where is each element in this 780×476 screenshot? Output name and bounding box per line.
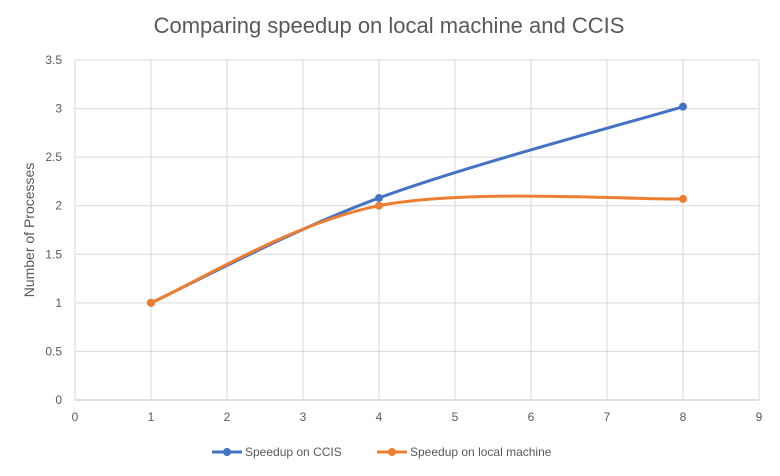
x-tick-label: 6 [528,410,535,424]
data-point [147,298,155,307]
y-tick-label: 2.5 [45,150,62,164]
x-tick-label: 8 [680,410,687,424]
series-ccis [147,102,687,307]
legend: Speedup on CCIS Speedup on local machine [212,445,552,459]
data-point [375,201,383,210]
legend-label: Speedup on CCIS [245,445,342,459]
y-tick-label: 0.5 [45,344,62,358]
x-tick-label: 0 [72,410,79,424]
x-tick-label: 4 [376,410,383,424]
gridlines [74,59,760,401]
series-line [149,105,685,305]
y-tick-label: 0 [55,393,62,407]
x-tick-label: 5 [452,410,459,424]
legend-item: Speedup on CCIS [212,445,342,459]
legend-swatch-marker [388,448,396,456]
x-tick-label: 2 [224,410,231,424]
chart-title: Comparing speedup on local machine and C… [154,13,625,38]
y-tick-label: 3.5 [45,53,62,67]
x-tick-label: 1 [148,410,155,424]
y-tick-label: 1 [55,296,62,310]
y-tick-label: 3 [55,102,62,116]
legend-label: Speedup on local machine [410,445,552,459]
legend-swatch-marker [223,448,231,456]
series-line [149,194,685,305]
tick-labels: 0 0.5 1 1.5 2 2.5 3 3.5 0 1 2 3 4 5 6 7 8 9 [45,53,762,424]
series-local-machine [147,194,687,307]
series-layer [147,102,687,307]
data-point [375,193,383,202]
data-point [679,194,687,203]
y-tick-label: 2 [55,199,62,213]
x-tick-label: 9 [756,410,763,424]
x-tick-label: 3 [300,410,307,424]
x-tick-label: 7 [604,410,611,424]
y-tick-label: 1.5 [45,247,62,261]
legend-item: Speedup on local machine [377,445,552,459]
data-point [679,102,687,111]
y-axis-title: Number of Processes [21,163,37,298]
